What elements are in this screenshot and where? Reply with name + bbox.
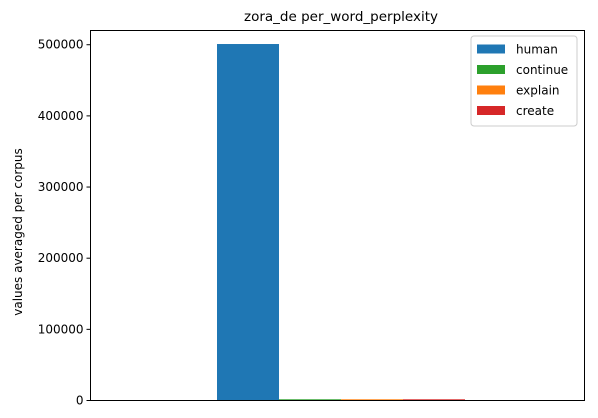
chart-title: zora_de per_word_perplexity xyxy=(244,9,438,25)
legend-label-create: create xyxy=(516,104,554,118)
bar-create xyxy=(403,399,465,401)
y-tick-label: 300000 xyxy=(38,180,84,194)
legend-label-explain: explain xyxy=(516,84,560,98)
legend-box xyxy=(470,35,578,127)
bar-explain xyxy=(341,399,403,401)
bar-continue xyxy=(279,399,341,401)
legend-swatch-create xyxy=(477,106,505,115)
legend-swatch-continue xyxy=(477,65,505,74)
y-tick-label: 400000 xyxy=(38,109,84,123)
y-tick-label: 0 xyxy=(76,394,84,408)
legend-swatch-explain xyxy=(477,85,505,95)
bar-human xyxy=(217,44,279,401)
y-tick-label: 500000 xyxy=(38,38,84,52)
legend: human continue explain create xyxy=(470,35,578,127)
y-axis-ticks: 0 100000 200000 300000 400000 500000 xyxy=(38,38,91,408)
legend-label-human: human xyxy=(516,43,558,57)
legend-swatch-human xyxy=(477,44,505,54)
y-axis-label: values averaged per corpus xyxy=(11,148,25,316)
bars-layer xyxy=(217,44,465,401)
y-tick-label: 100000 xyxy=(38,322,84,336)
legend-label-continue: continue xyxy=(516,63,568,77)
plot-area-frame xyxy=(90,30,585,401)
y-tick-label: 200000 xyxy=(38,251,84,265)
